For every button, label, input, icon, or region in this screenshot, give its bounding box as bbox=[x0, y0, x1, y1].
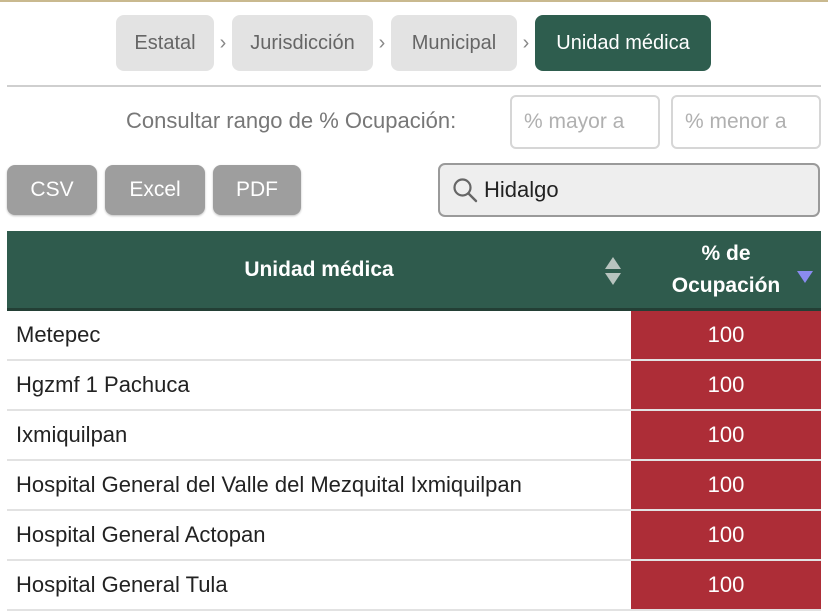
column-header-label: Unidad médica bbox=[244, 257, 394, 281]
breadcrumb-separator: › bbox=[378, 31, 386, 54]
cell-unidad-medica: Hgzmf 1 Pachuca bbox=[16, 372, 190, 397]
cell-ocupacion: 100 bbox=[631, 561, 821, 609]
column-header-ocupacion[interactable]: % de Ocupación bbox=[631, 231, 821, 308]
column-header-label: Ocupación bbox=[671, 273, 781, 297]
search-value: Hidalgo bbox=[484, 177, 559, 202]
breadcrumb-separator: › bbox=[219, 31, 227, 54]
cell-unidad-medica: Metepec bbox=[16, 322, 101, 347]
cell-ocupacion: 100 bbox=[631, 511, 821, 559]
table-row[interactable]: Ixmiquilpan 100 bbox=[7, 411, 821, 461]
occupancy-max-input[interactable] bbox=[671, 95, 821, 149]
cell-ocupacion: 100 bbox=[631, 461, 821, 509]
top-accent-line bbox=[0, 0, 828, 2]
cell-ocupacion: 100 bbox=[631, 361, 821, 409]
cell-unidad-medica: Hospital General del Valle del Mezquital… bbox=[16, 472, 522, 497]
occupancy-min-input[interactable] bbox=[510, 95, 660, 149]
sort-both-icon bbox=[605, 257, 621, 285]
sort-descending-icon bbox=[797, 271, 813, 283]
cell-ocupacion: 100 bbox=[631, 411, 821, 459]
cell-unidad-medica: Hospital General Actopan bbox=[16, 522, 266, 547]
hospital-occupancy-table: Unidad médica % de Ocupación Metepec 100… bbox=[7, 231, 821, 611]
export-excel-button[interactable]: Excel bbox=[105, 165, 205, 215]
breadcrumb-jurisdiccion[interactable]: Jurisdicción bbox=[232, 15, 373, 71]
range-filter-label: Consultar rango de % Ocupación: bbox=[126, 108, 457, 133]
breadcrumb: Estatal › Jurisdicción › Municipal › Uni… bbox=[116, 15, 711, 71]
table-row[interactable]: Hospital General Actopan 100 bbox=[7, 511, 821, 561]
breadcrumb-municipal[interactable]: Municipal bbox=[391, 15, 517, 71]
cell-unidad-medica: Hospital General Tula bbox=[16, 572, 228, 597]
cell-ocupacion: 100 bbox=[631, 311, 821, 359]
column-header-label: % de bbox=[701, 241, 751, 265]
breadcrumb-separator: › bbox=[522, 31, 530, 54]
cell-unidad-medica: Ixmiquilpan bbox=[16, 422, 128, 447]
search-icon bbox=[450, 175, 480, 205]
table-row[interactable]: Hospital General Tula 100 bbox=[7, 561, 821, 611]
section-divider bbox=[7, 85, 821, 87]
column-header-unidad-medica[interactable]: Unidad médica bbox=[7, 231, 631, 308]
export-csv-button[interactable]: CSV bbox=[7, 165, 97, 215]
breadcrumb-estatal[interactable]: Estatal bbox=[116, 15, 214, 71]
export-pdf-button[interactable]: PDF bbox=[213, 165, 301, 215]
table-row[interactable]: Hgzmf 1 Pachuca 100 bbox=[7, 361, 821, 411]
table-header: Unidad médica % de Ocupación bbox=[7, 231, 821, 311]
table-row[interactable]: Metepec 100 bbox=[7, 311, 821, 361]
breadcrumb-unidad-medica[interactable]: Unidad médica bbox=[535, 15, 711, 71]
table-row[interactable]: Hospital General del Valle del Mezquital… bbox=[7, 461, 821, 511]
search-input[interactable]: Hidalgo bbox=[438, 163, 820, 217]
